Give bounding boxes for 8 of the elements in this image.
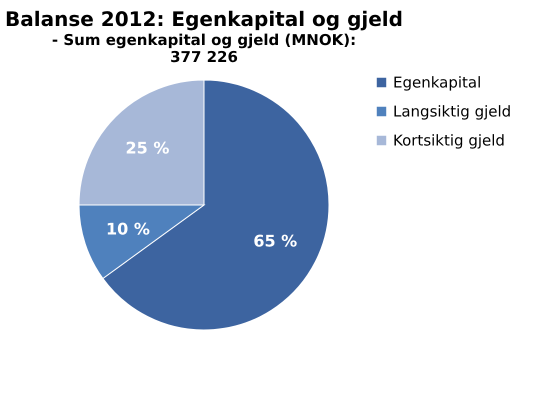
data-label: 10 % [106, 220, 150, 239]
legend-label: Langsiktig gjeld [393, 102, 512, 120]
data-label: 25 % [125, 138, 170, 158]
legend-label: Kortsiktig gjeld [393, 132, 505, 150]
data-label: 65 % [253, 231, 298, 250]
legend-label: Egenkapital [393, 74, 482, 92]
chart-subtitle: - Sum egenkapital og gjeld (MNOK): 377 226 [52, 31, 356, 66]
chart-title: Balanse 2012: Egenkapital og gjeld [5, 7, 403, 31]
